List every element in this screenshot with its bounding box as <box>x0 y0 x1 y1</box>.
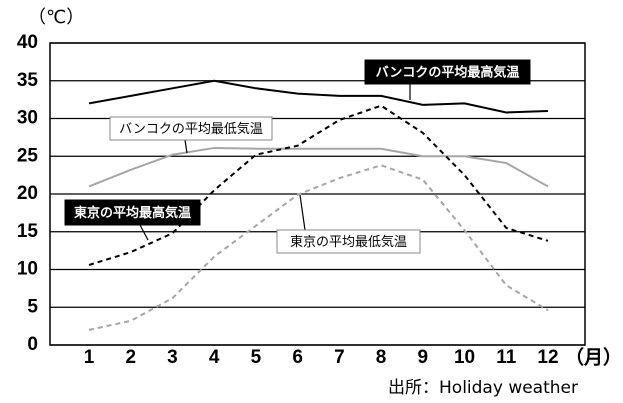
line-series <box>88 146 549 188</box>
y-tick-label: 10 <box>17 259 38 280</box>
line-series <box>88 164 549 331</box>
y-tick-label: 0 <box>27 334 38 355</box>
legend-label: バンコクの平均最高気温 <box>376 65 520 81</box>
source: 出所：Holiday weather <box>388 378 578 398</box>
x-tick-label: 2 <box>125 347 136 368</box>
callout-box <box>276 229 421 254</box>
x-tick-label: 1 <box>84 347 95 368</box>
x-tick-label: 3 <box>167 347 178 368</box>
x-tick-label: 6 <box>292 347 303 368</box>
callout-box <box>364 59 531 85</box>
y-tick-label: 25 <box>17 145 39 166</box>
x-tick-label: 11 <box>496 347 517 368</box>
x-tick-label: 7 <box>334 347 345 368</box>
callout-box <box>109 116 273 141</box>
x-tick-label: 8 <box>376 347 387 368</box>
line-series <box>88 104 549 266</box>
x-tick-label: 9 <box>418 347 429 368</box>
legend-label: 東京の平均最低気温 <box>290 234 407 250</box>
y-tick-label: 40 <box>17 32 38 53</box>
line-series <box>88 79 549 114</box>
callout-pointer <box>184 139 188 154</box>
y-tick-label: 20 <box>17 183 38 204</box>
x-tick-label: 5 <box>251 347 262 368</box>
y-tick-label: 15 <box>17 221 39 242</box>
x-tick-label: 10 <box>454 347 475 368</box>
y-tick-label: 5 <box>27 296 38 317</box>
y-tick-label: 35 <box>17 70 39 91</box>
callout-pointer <box>299 194 306 231</box>
legend-label: バンコクの平均最低気温 <box>119 121 263 137</box>
x-unit: （月） <box>565 346 622 369</box>
x-tick-label: 4 <box>209 347 220 368</box>
x-tick-label: 12 <box>537 347 558 368</box>
y-unit: （℃） <box>28 7 84 28</box>
callout-pointer <box>139 224 149 241</box>
y-tick-label: 30 <box>17 108 38 129</box>
legend-label: 東京の平均最高気温 <box>74 205 191 221</box>
callout-box <box>64 199 201 226</box>
